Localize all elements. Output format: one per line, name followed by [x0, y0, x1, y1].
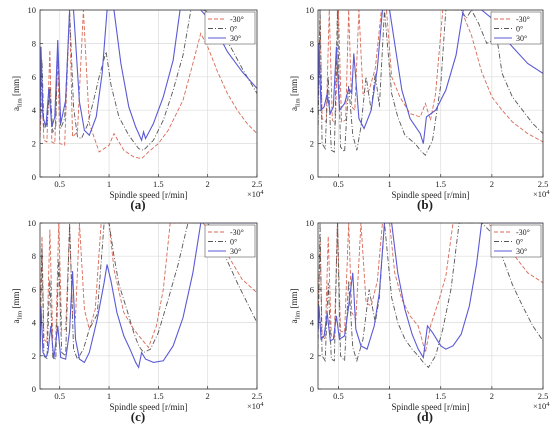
series-line-2 — [318, 223, 543, 369]
y-tick-label: 4 — [310, 318, 315, 328]
y-tick-label: 0 — [310, 172, 314, 182]
legend: -30°0°30° — [204, 11, 256, 45]
y-tick-label: 2 — [310, 351, 314, 361]
x-tick-label: 0.5 — [54, 391, 65, 401]
x-tick-label: 2 — [206, 391, 210, 401]
legend: -30°0°30° — [490, 11, 542, 45]
x-tick-label: 0.5 — [333, 391, 344, 401]
panel-label: (a) — [130, 197, 145, 212]
x-tick-label: 0.5 — [54, 179, 65, 189]
chart-panel-2: 0.5 1 1.5 2 2.5 0 2 4 6 8 10 ×104 Spindle speed [r/m… — [289, 5, 550, 212]
x-tick-label: 1 — [107, 391, 111, 401]
y-tick-label: 4 — [32, 318, 37, 328]
legend-label-1: -30° — [516, 228, 530, 237]
panel-label: (d) — [417, 409, 433, 424]
y-tick-label: 6 — [310, 284, 314, 294]
series-line-1 — [40, 223, 257, 349]
x-axis-label: Spindle speed [r/min] — [392, 190, 470, 200]
x-exponent: ×104 — [533, 401, 550, 411]
y-tick-label: 0 — [32, 384, 36, 394]
y-tick-label: 0 — [310, 384, 314, 394]
x-tick-label: 2.5 — [252, 179, 263, 189]
y-tick-label: 6 — [32, 72, 36, 82]
legend-label-1: -30° — [230, 228, 244, 237]
legend-box — [204, 224, 256, 258]
legend-label-3: 30° — [516, 247, 527, 256]
y-tick-label: 10 — [28, 218, 37, 228]
y-tick-label: 6 — [310, 72, 314, 82]
series-line-3 — [318, 10, 543, 144]
y-tick-label: 0 — [32, 172, 36, 182]
panel-label: (b) — [417, 197, 433, 212]
x-tick-label: 1.5 — [153, 391, 164, 401]
axes-frame — [317, 9, 544, 178]
y-tick-label: 4 — [310, 105, 315, 115]
legend-label-3: 30° — [230, 247, 241, 256]
chart-panel-3: 0.5 1 1.5 2 2.5 0 2 4 6 8 10 ×104 Spindle speed [r/m… — [11, 218, 264, 424]
y-axis-label: alim [mm] — [11, 76, 24, 111]
series-line-2 — [318, 10, 543, 157]
x-tick-label: 1.5 — [153, 179, 164, 189]
y-tick-label: 10 — [28, 5, 37, 15]
axes-frame — [39, 9, 258, 178]
chart-panel-1: 0.5 1 1.5 2 2.5 0 2 4 6 8 10 ×104 Spindle speed [r/m… — [11, 5, 264, 212]
panel-label: (c) — [131, 409, 145, 424]
x-tick-label: 2.5 — [252, 391, 263, 401]
x-tick-label: 1 — [107, 179, 111, 189]
x-exponent: ×104 — [533, 189, 550, 199]
x-tick-label: 1.5 — [435, 391, 446, 401]
x-tick-label: 2.5 — [538, 391, 549, 401]
legend-label-2: 0° — [230, 25, 237, 34]
legend-label-1: -30° — [516, 15, 530, 24]
y-tick-label: 10 — [306, 5, 315, 15]
x-tick-label: 2 — [490, 391, 494, 401]
y-axis-label: alim [mm] — [289, 289, 302, 324]
axes-frame — [317, 222, 544, 390]
legend-label-3: 30° — [230, 34, 241, 43]
series-line-3 — [40, 10, 257, 142]
y-tick-label: 6 — [32, 284, 36, 294]
legend: -30°0°30° — [204, 224, 256, 258]
y-axis-label: alim [mm] — [289, 76, 302, 111]
x-axis-label: Spindle speed [r/min] — [392, 402, 470, 412]
x-tick-label: 2 — [206, 179, 210, 189]
y-tick-label: 8 — [32, 38, 36, 48]
legend: -30°0°30° — [490, 224, 542, 258]
x-exponent: ×104 — [247, 189, 264, 199]
x-tick-label: 1 — [387, 391, 391, 401]
y-tick-label: 2 — [32, 139, 36, 149]
chart-panel-4: 0.5 1 1.5 2 2.5 0 2 4 6 8 10 ×104 Spindle speed [r/m… — [289, 218, 550, 424]
x-axis-label: Spindle speed [r/min] — [110, 402, 188, 412]
x-axis-label: Spindle speed [r/min] — [110, 190, 188, 200]
legend-box — [490, 11, 542, 45]
y-axis-label: alim [mm] — [11, 289, 24, 324]
y-tick-label: 2 — [310, 139, 314, 149]
series-line-3 — [40, 223, 257, 369]
legend-box — [204, 11, 256, 45]
legend-label-2: 0° — [516, 238, 523, 247]
y-tick-label: 8 — [310, 251, 314, 261]
series-line-1 — [318, 10, 543, 143]
x-tick-label: 1.5 — [435, 179, 446, 189]
x-tick-label: 2.5 — [538, 179, 549, 189]
x-exponent: ×104 — [247, 401, 264, 411]
y-tick-label: 8 — [310, 38, 314, 48]
y-tick-label: 4 — [32, 105, 37, 115]
legend-label-2: 0° — [230, 238, 237, 247]
y-tick-label: 2 — [32, 351, 36, 361]
x-tick-label: 1 — [387, 179, 391, 189]
series-line-2 — [40, 223, 257, 361]
x-tick-label: 2 — [490, 179, 494, 189]
axes-frame — [39, 222, 258, 390]
legend-label-1: -30° — [230, 15, 244, 24]
y-tick-label: 8 — [32, 251, 36, 261]
series-line-3 — [318, 223, 543, 360]
y-tick-label: 10 — [306, 218, 315, 228]
legend-label-3: 30° — [516, 34, 527, 43]
legend-label-2: 0° — [516, 25, 523, 34]
legend-box — [490, 224, 542, 258]
x-tick-label: 0.5 — [333, 179, 344, 189]
